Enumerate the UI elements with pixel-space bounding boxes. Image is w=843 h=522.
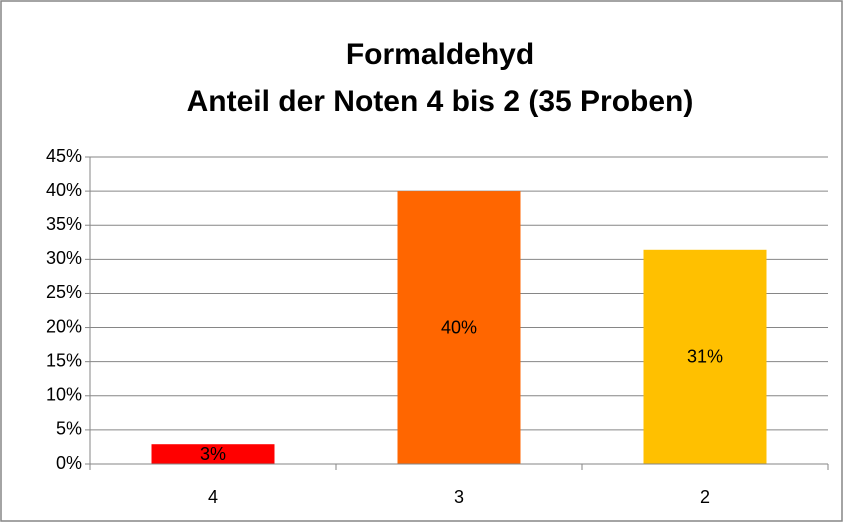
y-tick-label: 20% xyxy=(46,316,82,336)
bar xyxy=(643,249,767,464)
y-tick-label: 35% xyxy=(46,214,82,234)
y-tick-label: 45% xyxy=(46,146,82,166)
y-tick-label: 15% xyxy=(46,350,82,370)
x-tick-label: 2 xyxy=(700,487,710,507)
x-tick-label: 4 xyxy=(208,487,218,507)
y-tick-label: 25% xyxy=(46,282,82,302)
data-label: 3% xyxy=(200,444,226,464)
chart-title: Formaldehyd xyxy=(346,38,534,71)
chart-subtitle: Anteil der Noten 4 bis 2 (35 Proben) xyxy=(187,85,694,118)
data-label: 31% xyxy=(687,347,723,367)
y-tick-label: 0% xyxy=(56,453,82,473)
data-label: 40% xyxy=(441,317,477,337)
bar xyxy=(397,191,521,464)
y-tick-label: 10% xyxy=(46,385,82,405)
x-tick-label: 3 xyxy=(454,487,464,507)
y-tick-label: 5% xyxy=(56,419,82,439)
bar xyxy=(151,444,275,464)
y-tick-label: 40% xyxy=(46,180,82,200)
y-tick-label: 30% xyxy=(46,248,82,268)
